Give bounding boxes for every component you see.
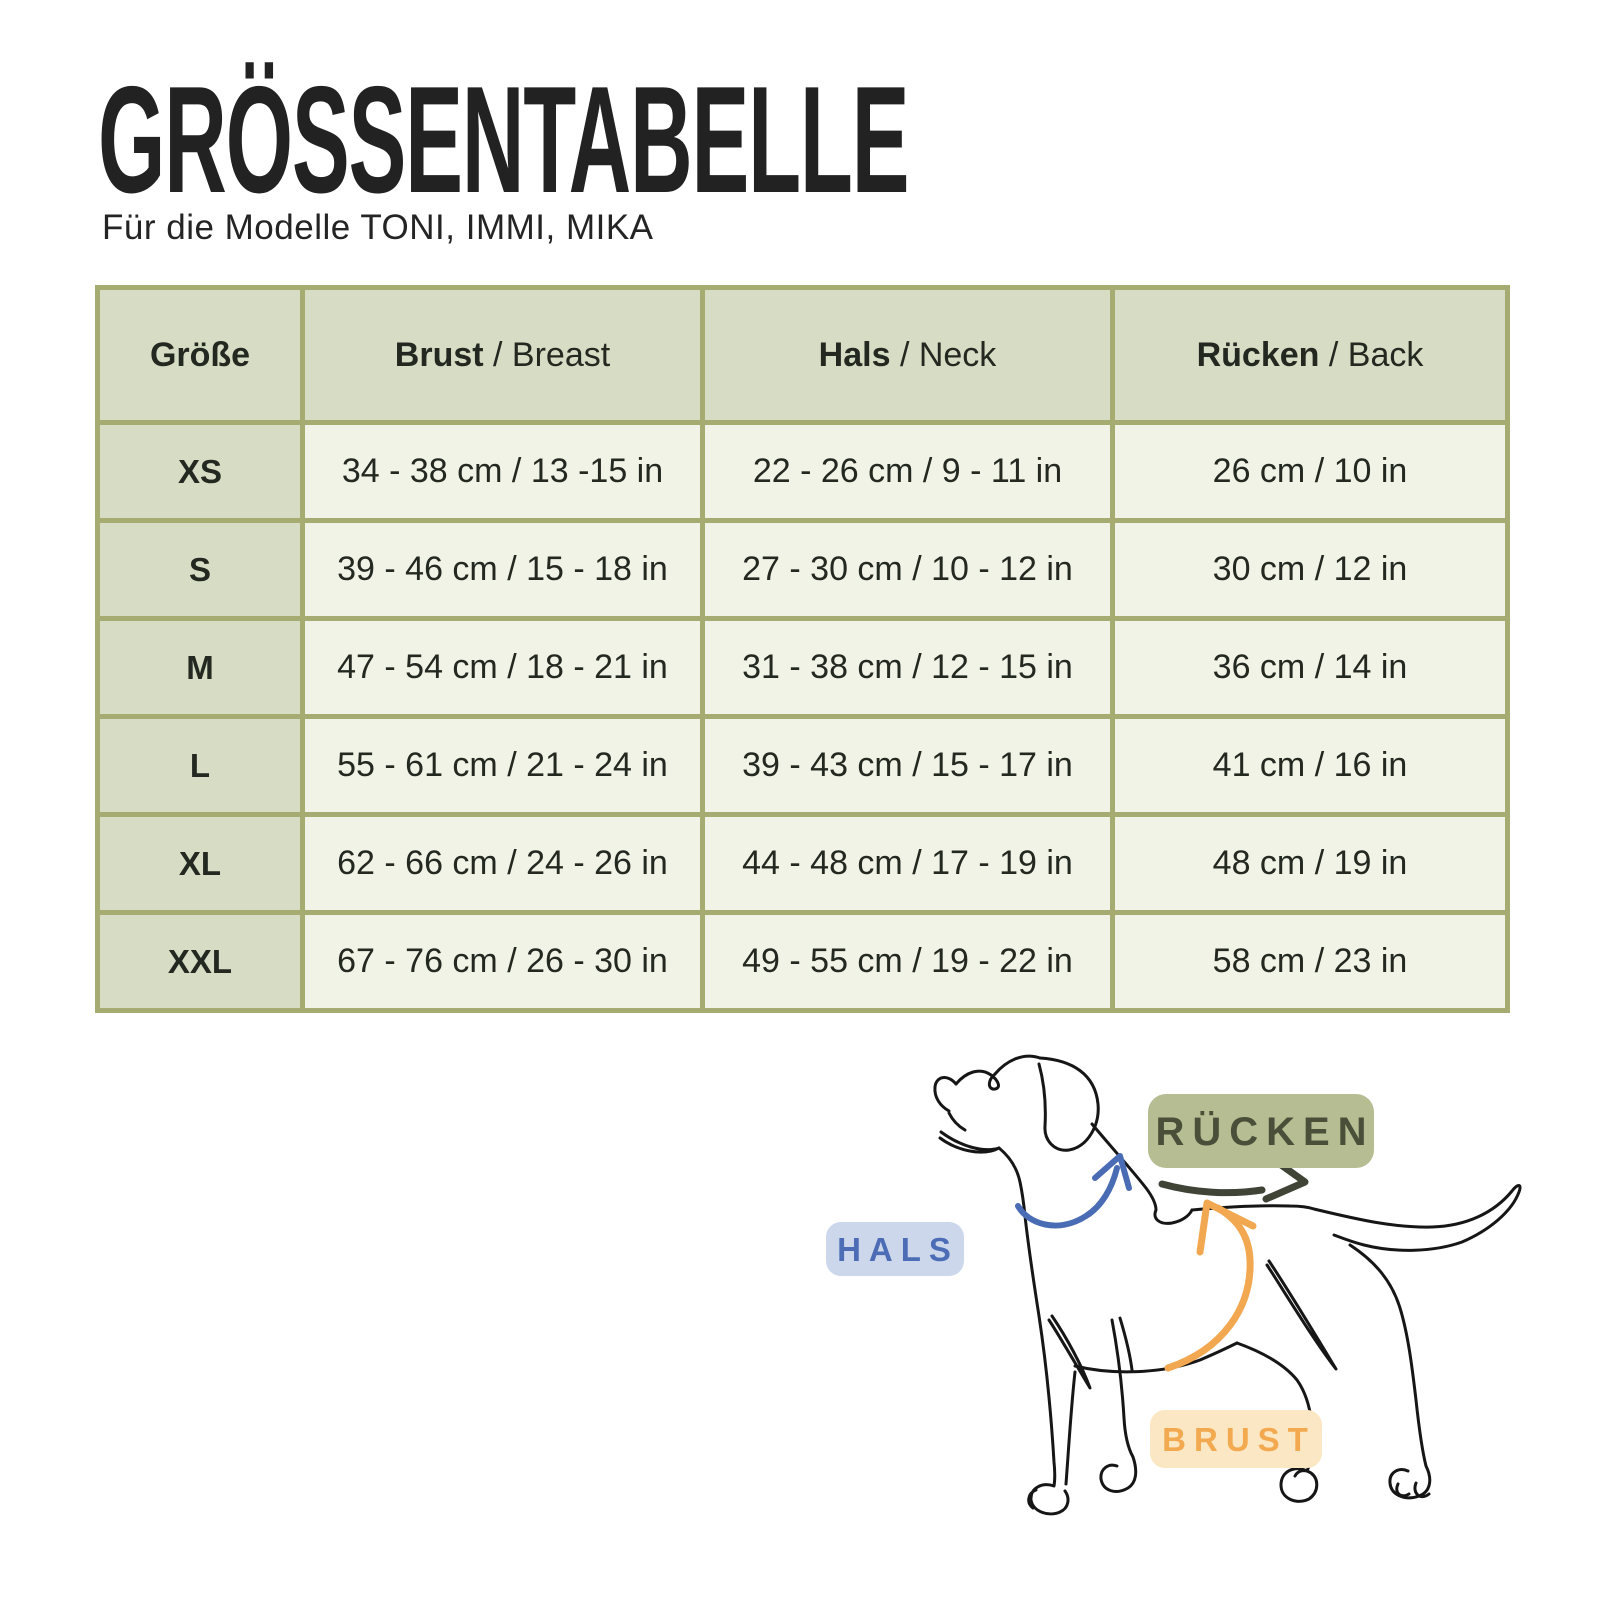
- dog-neck-back: [1090, 1122, 1194, 1225]
- brust-label: BRUST: [1150, 1410, 1322, 1468]
- table-row: XL 62 - 66 cm / 24 - 26 in 44 - 48 cm / …: [95, 812, 1510, 915]
- ruecken-label-bg: [1148, 1094, 1374, 1168]
- dog-hind-leg: [1235, 1341, 1319, 1503]
- dog-ear: [1037, 1056, 1100, 1152]
- dog-back-tail: [1190, 1184, 1522, 1252]
- dog-front-leg: [1047, 1314, 1092, 1486]
- brust-value: 34 - 38 cm / 13 -15 in: [300, 420, 705, 523]
- dog-hind-leg-far: [1348, 1243, 1432, 1500]
- header-ruecken: Rücken / Back: [1110, 285, 1510, 425]
- page-title: GRÖSSENTABELLE: [98, 55, 910, 225]
- ruecken-value: 41 cm / 16 in: [1110, 714, 1510, 817]
- table-row: XXL 67 - 76 cm / 26 - 30 in 49 - 55 cm /…: [95, 910, 1510, 1013]
- dog-head-top: [954, 1054, 1042, 1091]
- table-row: XS 34 - 38 cm / 13 -15 in 22 - 26 cm / 9…: [95, 420, 1510, 523]
- size-label: L: [95, 714, 305, 817]
- neck-arrow-icon: [1015, 1153, 1132, 1229]
- brust-value: 67 - 76 cm / 26 - 30 in: [300, 910, 705, 1013]
- hals-value: 49 - 55 cm / 19 - 22 in: [700, 910, 1115, 1013]
- hals-value: 22 - 26 cm / 9 - 11 in: [700, 420, 1115, 523]
- table-row: M 47 - 54 cm / 18 - 21 in 31 - 38 cm / 1…: [95, 616, 1510, 719]
- ruecken-label: RÜCKEN: [1148, 1094, 1374, 1168]
- ruecken-value: 36 cm / 14 in: [1110, 616, 1510, 719]
- hals-label: HALS: [826, 1222, 964, 1276]
- dog-belly: [1073, 1341, 1239, 1374]
- hals-value: 31 - 38 cm / 12 - 15 in: [700, 616, 1115, 719]
- hals-value: 44 - 48 cm / 17 - 19 in: [700, 812, 1115, 915]
- dog-measurement-diagram: RÜCKEN HALS BRUST: [826, 1054, 1522, 1516]
- size-label: XL: [95, 812, 305, 915]
- brust-label-bg: [1150, 1410, 1322, 1468]
- chest-arrow-icon: [1164, 1199, 1257, 1372]
- hals-label-bg: [826, 1222, 964, 1276]
- size-label: XS: [95, 420, 305, 523]
- header-groesse: Größe: [95, 285, 305, 425]
- header-hals: Hals / Neck: [700, 285, 1115, 425]
- ruecken-value: 26 cm / 10 in: [1110, 420, 1510, 523]
- ruecken-value: 48 cm / 19 in: [1110, 812, 1510, 915]
- size-label: S: [95, 518, 305, 621]
- table-row: S 39 - 46 cm / 15 - 18 in 27 - 30 cm / 1…: [95, 518, 1510, 621]
- page-subtitle: Für die Modelle TONI, IMMI, MIKA: [102, 208, 654, 247]
- size-label: M: [95, 616, 305, 719]
- brust-value: 39 - 46 cm / 15 - 18 in: [300, 518, 705, 621]
- dog-chest-front: [997, 1146, 1070, 1516]
- header-brust: Brust / Breast: [300, 285, 705, 425]
- size-label: XXL: [95, 910, 305, 1013]
- dog-nose: [933, 1076, 958, 1113]
- dog-stifle: [1265, 1259, 1338, 1371]
- table-row: L 55 - 61 cm / 21 - 24 in 39 - 43 cm / 1…: [95, 714, 1510, 817]
- brust-value: 55 - 61 cm / 21 - 24 in: [300, 714, 705, 817]
- hals-value: 27 - 30 cm / 10 - 12 in: [700, 518, 1115, 621]
- dog-front-leg-far: [1099, 1316, 1138, 1493]
- ruecken-value: 58 cm / 23 in: [1110, 910, 1510, 1013]
- back-arrow-icon: [1158, 1158, 1309, 1203]
- dog-mouth: [938, 1111, 1001, 1154]
- brust-label-text: BRUST: [1162, 1421, 1316, 1458]
- ruecken-value: 30 cm / 12 in: [1110, 518, 1510, 621]
- ruecken-label-text: RÜCKEN: [1155, 1109, 1374, 1154]
- hals-label-text: HALS: [837, 1231, 959, 1268]
- brust-value: 62 - 66 cm / 24 - 26 in: [300, 812, 705, 915]
- size-table: Größe Brust / Breast Hals / Neck Rücken …: [95, 285, 1510, 1013]
- hals-value: 39 - 43 cm / 15 - 17 in: [700, 714, 1115, 817]
- dog-line-art: [933, 1054, 1522, 1516]
- table-header-row: Größe Brust / Breast Hals / Neck Rücken …: [95, 285, 1510, 425]
- brust-value: 47 - 54 cm / 18 - 21 in: [300, 616, 705, 719]
